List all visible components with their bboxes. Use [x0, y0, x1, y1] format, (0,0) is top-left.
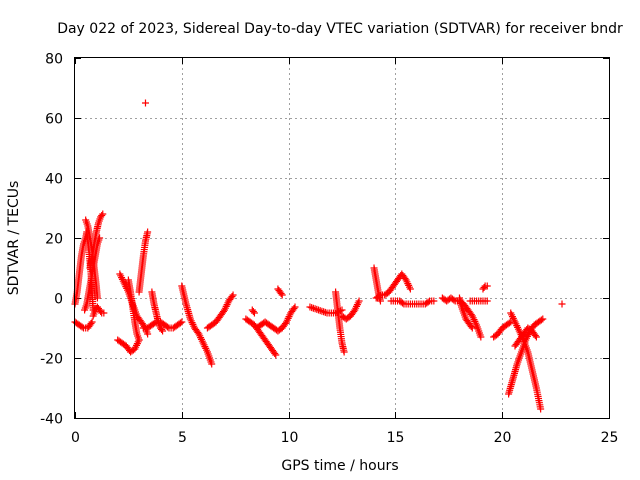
data-point	[424, 298, 432, 306]
y-tick-label: 60	[45, 112, 63, 128]
data-point	[399, 299, 407, 307]
series-arc-16	[253, 303, 299, 335]
axis-ticks: 0 5 10 15 20 25 -40 -20 0 20 40 60 80	[40, 52, 618, 447]
data-point	[291, 303, 299, 311]
series-arc-29	[490, 318, 515, 341]
data-point	[477, 333, 485, 341]
data-point	[537, 316, 545, 324]
data-point	[99, 210, 107, 218]
series-arc-2	[71, 318, 96, 332]
series-arc-9	[124, 276, 143, 344]
series-arc-20	[332, 288, 348, 356]
x-tick-label: 25	[601, 430, 619, 446]
series-arc-19	[306, 303, 346, 317]
x-tick-label: 20	[494, 430, 512, 446]
data-point	[249, 308, 257, 315]
data-point	[100, 309, 108, 317]
data-point	[229, 291, 237, 299]
data-point	[158, 326, 166, 333]
series-arc-23	[372, 270, 414, 302]
data-point	[144, 228, 152, 236]
data-point	[98, 212, 106, 219]
data-point	[539, 315, 547, 323]
y-tick-label: 40	[45, 172, 63, 188]
data-point	[87, 320, 95, 327]
data-point	[141, 99, 149, 107]
data-point	[159, 327, 167, 335]
data-point	[355, 297, 363, 305]
x-tick-label: 5	[178, 430, 187, 446]
data-point	[467, 323, 475, 330]
series-arc-28	[479, 282, 491, 293]
data-point	[278, 291, 286, 299]
data-point	[537, 405, 545, 413]
data-point	[228, 293, 236, 300]
data-point	[78, 323, 86, 331]
data-point	[178, 318, 186, 326]
series-arc-18	[274, 285, 286, 299]
data-point	[505, 319, 513, 327]
y-tick-label: 20	[45, 232, 63, 248]
data-point	[277, 290, 285, 297]
x-tick-label: 10	[281, 430, 299, 446]
series-arc-21	[338, 297, 363, 323]
data-point	[375, 292, 383, 300]
series-arc-6	[89, 303, 108, 320]
series-arc-10	[135, 228, 152, 296]
data-point	[93, 294, 101, 302]
y-tick-label: 80	[45, 52, 63, 68]
data-point	[532, 333, 540, 341]
series-arc-12	[148, 288, 167, 335]
data-point	[340, 348, 348, 356]
series-arc-27	[466, 297, 491, 305]
data-point	[176, 319, 184, 327]
plot-frame	[74, 57, 610, 419]
series-arc-11	[139, 318, 186, 332]
data-point	[144, 330, 152, 338]
data-point	[406, 285, 414, 293]
series-arc-32	[511, 324, 540, 350]
x-tick-label: 15	[387, 430, 405, 446]
data-point	[208, 360, 216, 368]
data-point	[558, 300, 566, 308]
x-axis-label: GPS time / hours	[281, 458, 398, 474]
series-arc-33	[558, 300, 566, 308]
y-axis-label: SDTVAR / TECUs	[6, 181, 22, 296]
data-point	[483, 297, 491, 305]
data-point	[135, 336, 143, 344]
data-point	[250, 309, 258, 317]
series-arc-26	[455, 294, 476, 332]
data-point	[468, 324, 476, 332]
data-point	[164, 323, 172, 331]
series-arc-14	[203, 291, 237, 332]
data-point	[272, 351, 280, 359]
series-outlier	[141, 99, 149, 107]
y-tick-label: 0	[54, 292, 63, 308]
series-arc-13	[178, 282, 216, 368]
data-point	[430, 297, 438, 305]
chart-title: Day 022 of 2023, Sidereal Day-to-day VTE…	[57, 21, 623, 37]
data-point	[483, 282, 491, 290]
series-arc-24	[387, 297, 438, 308]
data-point	[450, 296, 458, 304]
series-arc-17	[248, 306, 258, 317]
data-point	[97, 308, 105, 315]
data-point	[480, 284, 488, 291]
data-point	[376, 297, 384, 305]
y-tick-label: -20	[40, 352, 63, 368]
y-tick-label: -40	[40, 412, 63, 428]
data-point	[271, 350, 279, 357]
x-tick-label: 0	[71, 430, 80, 446]
series-arc-5	[86, 210, 107, 272]
data-point	[290, 305, 298, 312]
data-point	[531, 332, 539, 339]
data-point	[88, 318, 96, 326]
data-points	[71, 99, 566, 413]
